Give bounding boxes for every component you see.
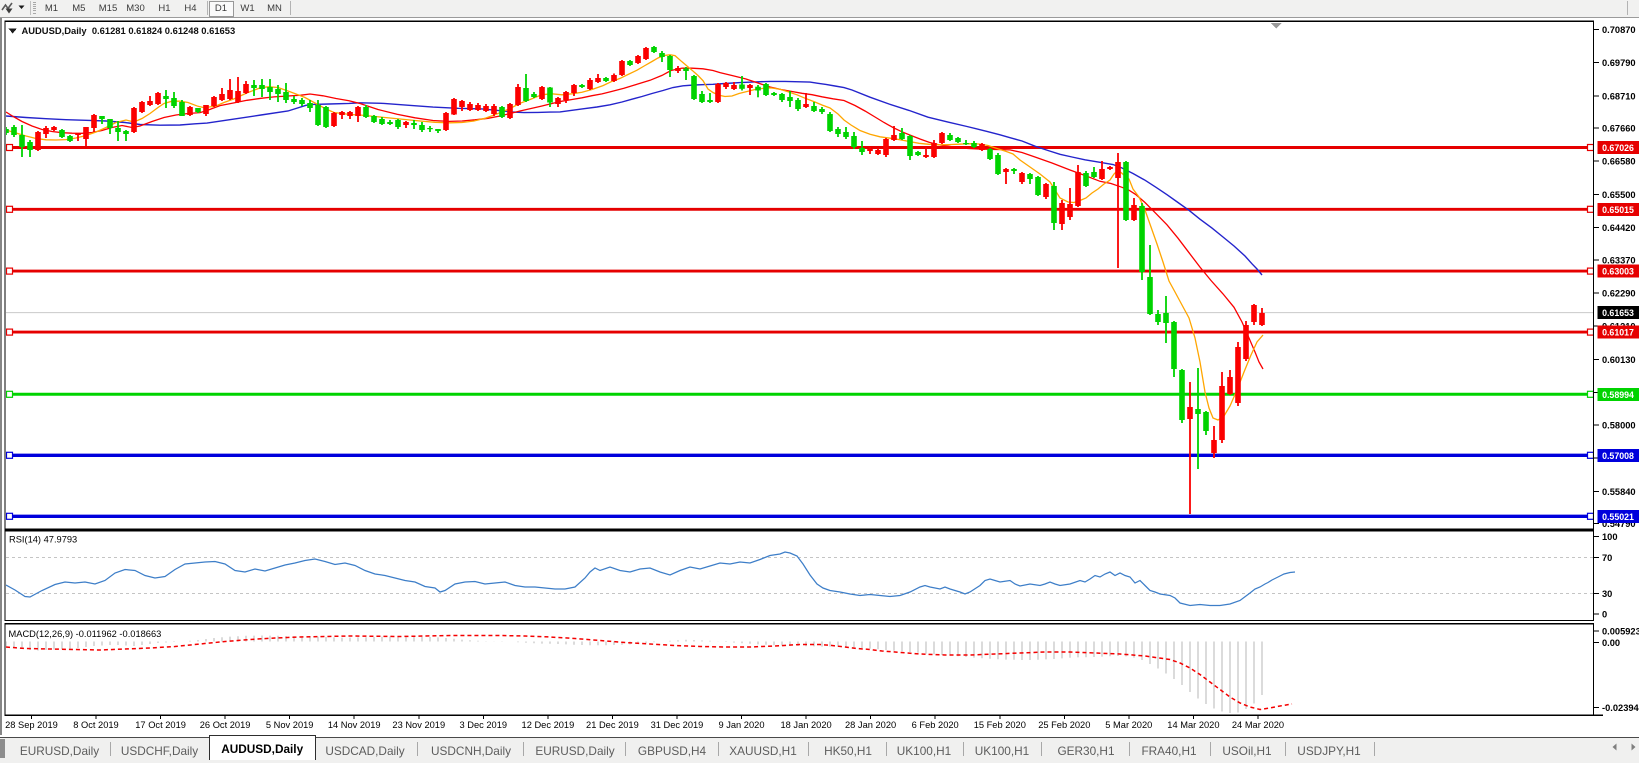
svg-text:0.65500: 0.65500 bbox=[1602, 190, 1636, 200]
svg-text:0: 0 bbox=[1602, 610, 1607, 620]
svg-text:0.58994: 0.58994 bbox=[1602, 390, 1634, 400]
svg-text:15 Feb 2020: 15 Feb 2020 bbox=[974, 720, 1026, 730]
svg-text:18 Jan 2020: 18 Jan 2020 bbox=[781, 720, 832, 730]
svg-text:0.63370: 0.63370 bbox=[1602, 255, 1636, 265]
svg-text:0.61017: 0.61017 bbox=[1602, 328, 1634, 338]
svg-text:0.005923: 0.005923 bbox=[1602, 626, 1639, 636]
svg-text:0.65015: 0.65015 bbox=[1602, 205, 1634, 215]
svg-text:0.55840: 0.55840 bbox=[1602, 487, 1636, 497]
svg-text:8 Oct 2019: 8 Oct 2019 bbox=[73, 720, 118, 730]
svg-text:23 Nov 2019: 23 Nov 2019 bbox=[392, 720, 445, 730]
svg-text:25 Feb 2020: 25 Feb 2020 bbox=[1038, 720, 1090, 730]
svg-text:6 Feb 2020: 6 Feb 2020 bbox=[912, 720, 959, 730]
svg-text:0.67026: 0.67026 bbox=[1602, 143, 1634, 153]
svg-text:RSI(14) 47.9793: RSI(14) 47.9793 bbox=[9, 535, 77, 545]
svg-text:24 Mar 2020: 24 Mar 2020 bbox=[1232, 720, 1284, 730]
svg-text:0.66580: 0.66580 bbox=[1602, 157, 1636, 167]
svg-text:100: 100 bbox=[1602, 532, 1618, 542]
svg-text:0.68710: 0.68710 bbox=[1602, 91, 1636, 101]
svg-text:-0.023944: -0.023944 bbox=[1602, 703, 1639, 713]
svg-text:0.00: 0.00 bbox=[1602, 638, 1620, 648]
svg-text:28 Jan 2020: 28 Jan 2020 bbox=[845, 720, 896, 730]
svg-text:0.55021: 0.55021 bbox=[1602, 512, 1634, 522]
svg-text:0.67660: 0.67660 bbox=[1602, 124, 1636, 134]
svg-text:0.63003: 0.63003 bbox=[1602, 267, 1634, 277]
svg-text:30: 30 bbox=[1602, 589, 1612, 599]
svg-text:0.70870: 0.70870 bbox=[1602, 25, 1636, 35]
svg-text:AUDUSD,Daily 0.61281 0.61824: AUDUSD,Daily 0.61281 0.61824 0.61248 0.6… bbox=[22, 25, 236, 36]
svg-text:3 Dec 2019: 3 Dec 2019 bbox=[460, 720, 508, 730]
svg-text:17 Oct 2019: 17 Oct 2019 bbox=[135, 720, 186, 730]
svg-text:0.61653: 0.61653 bbox=[1602, 308, 1634, 318]
svg-text:12 Dec 2019: 12 Dec 2019 bbox=[522, 720, 575, 730]
svg-text:31 Dec 2019: 31 Dec 2019 bbox=[651, 720, 704, 730]
svg-text:28 Sep 2019: 28 Sep 2019 bbox=[5, 720, 58, 730]
svg-text:70: 70 bbox=[1602, 553, 1612, 563]
svg-text:26 Oct 2019: 26 Oct 2019 bbox=[200, 720, 251, 730]
svg-text:0.62290: 0.62290 bbox=[1602, 289, 1636, 299]
svg-text:5 Mar 2020: 5 Mar 2020 bbox=[1105, 720, 1152, 730]
svg-text:0.64420: 0.64420 bbox=[1602, 223, 1636, 233]
svg-text:21 Dec 2019: 21 Dec 2019 bbox=[586, 720, 639, 730]
svg-text:0.60130: 0.60130 bbox=[1602, 355, 1636, 365]
svg-text:MACD(12,26,9) -0.011962 -0.018: MACD(12,26,9) -0.011962 -0.018663 bbox=[9, 629, 162, 639]
svg-text:0.57008: 0.57008 bbox=[1602, 451, 1634, 461]
svg-text:0.69790: 0.69790 bbox=[1602, 58, 1636, 68]
svg-text:14 Nov 2019: 14 Nov 2019 bbox=[328, 720, 381, 730]
svg-text:14 Mar 2020: 14 Mar 2020 bbox=[1167, 720, 1219, 730]
svg-text:0.58000: 0.58000 bbox=[1602, 420, 1636, 430]
svg-text:5 Nov 2019: 5 Nov 2019 bbox=[266, 720, 314, 730]
svg-text:9 Jan 2020: 9 Jan 2020 bbox=[718, 720, 764, 730]
